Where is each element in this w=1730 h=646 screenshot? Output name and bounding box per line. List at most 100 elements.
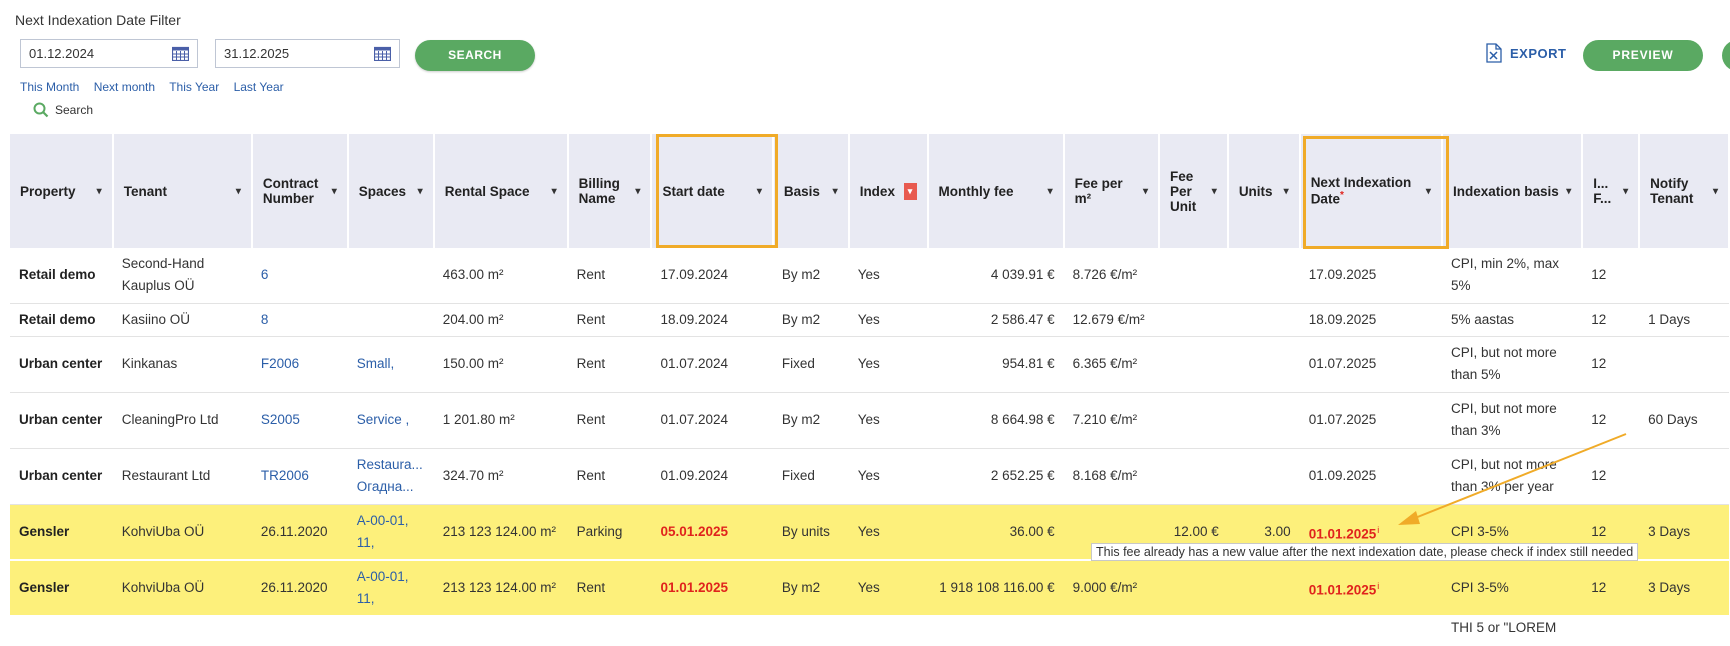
table-row-highlighted[interactable]: Gensler KohviUba OÜ 26.11.2020 A-00-01, … bbox=[10, 560, 1729, 617]
col-header-index[interactable]: Index ▾ bbox=[848, 134, 929, 248]
cell-contract-link[interactable]: F2006 bbox=[251, 336, 348, 393]
chevron-down-icon[interactable]: ▾ bbox=[1425, 185, 1431, 197]
cell-property: Retail demo bbox=[10, 303, 113, 337]
col-header-contract-number[interactable]: Contract Number ▾ bbox=[251, 134, 349, 248]
cell-notify bbox=[1639, 248, 1729, 304]
col-header-next-indexation-date[interactable]: Next Indexation Date* ▾ bbox=[1299, 134, 1443, 248]
col-header-i-f[interactable]: I... F... ▾ bbox=[1582, 134, 1641, 248]
link-last-year[interactable]: Last Year bbox=[233, 80, 284, 94]
col-header-billing-name[interactable]: Billing Name ▾ bbox=[567, 134, 653, 248]
chevron-down-icon[interactable]: ▾ bbox=[331, 185, 337, 197]
cell-next-indexation: 01.07.2025 bbox=[1299, 336, 1442, 393]
cell-basis: By units bbox=[772, 504, 849, 561]
cell-contract-link[interactable]: 8 bbox=[251, 303, 348, 337]
col-header-rental-space[interactable]: Rental Space ▾ bbox=[433, 134, 569, 248]
cell-monthly-fee: 36.00 € bbox=[927, 504, 1064, 561]
date-from-input[interactable]: 01.12.2024 bbox=[20, 39, 198, 68]
cell-rental-space: 213 123 124.00 m² bbox=[433, 504, 568, 561]
info-icon[interactable]: i bbox=[1377, 580, 1380, 591]
chevron-down-icon[interactable]: ▾ bbox=[635, 185, 641, 197]
chevron-down-icon[interactable]: ▾ bbox=[1142, 185, 1149, 197]
chevron-down-icon[interactable]: ▾ bbox=[96, 185, 102, 197]
cell-spaces[interactable] bbox=[347, 303, 434, 337]
chevron-down-icon[interactable]: ▾ bbox=[903, 182, 917, 200]
cell-basis: Fixed bbox=[772, 448, 849, 505]
cell-spaces[interactable] bbox=[347, 248, 434, 304]
col-header-spaces[interactable]: Spaces ▾ bbox=[347, 134, 435, 248]
col-header-tenant[interactable]: Tenant ▾ bbox=[112, 134, 253, 248]
cell-spaces[interactable]: Small, bbox=[347, 336, 434, 393]
table-row[interactable]: Urban center CleaningPro Ltd S2005 Servi… bbox=[10, 392, 1729, 449]
cell-fee-m2: 7.210 €/m² bbox=[1063, 392, 1160, 449]
col-header-fee-per-m2[interactable]: Fee per m² ▾ bbox=[1063, 134, 1161, 248]
table-row[interactable]: Retail demo Kasiino OÜ 8 204.00 m² Rent … bbox=[10, 303, 1729, 337]
cell-next-indexation: 01.07.2025 bbox=[1299, 392, 1442, 449]
preview-button[interactable]: PREVIEW bbox=[1583, 40, 1703, 71]
cell-if: 12 bbox=[1582, 303, 1640, 337]
cell-basis: Fixed bbox=[772, 336, 849, 393]
cell-indexation-basis: CPI, but not more than 5% bbox=[1441, 336, 1583, 393]
link-next-month[interactable]: Next month bbox=[93, 80, 156, 94]
col-header-basis[interactable]: Basis ▾ bbox=[772, 134, 850, 248]
cell-spaces[interactable]: A-00-01, 11, bbox=[347, 504, 434, 561]
chevron-down-icon[interactable]: ▾ bbox=[1566, 185, 1572, 197]
indexation-table: Property ▾ Tenant ▾ Contract Number ▾ Space… bbox=[10, 134, 1730, 646]
cell-rental-space: 204.00 m² bbox=[433, 303, 568, 337]
search-button[interactable]: SEARCH bbox=[415, 40, 535, 71]
cell-spaces[interactable]: Restaura... Огадна... bbox=[347, 448, 434, 505]
chevron-down-icon[interactable]: ▾ bbox=[1047, 185, 1053, 197]
col-header-notify-tenant[interactable]: Notify Tenant ▾ bbox=[1639, 134, 1730, 248]
cell-index: Yes bbox=[848, 392, 928, 449]
next-indexation-value: 01.01.2025 bbox=[1308, 526, 1377, 541]
chevron-down-icon[interactable]: ▾ bbox=[832, 185, 838, 197]
cell-spaces[interactable]: A-00-01, 11, bbox=[347, 560, 434, 617]
cell-units bbox=[1227, 392, 1300, 449]
export-button[interactable]: EXPORT bbox=[1486, 43, 1566, 63]
cell-notify: 60 Days bbox=[1639, 392, 1729, 449]
chevron-down-icon[interactable]: ▾ bbox=[1623, 185, 1629, 197]
chevron-down-icon[interactable]: ▾ bbox=[1712, 185, 1718, 197]
info-icon[interactable]: i bbox=[1377, 524, 1380, 535]
cell-contract-link[interactable]: S2005 bbox=[251, 392, 348, 449]
calendar-icon[interactable] bbox=[172, 46, 189, 61]
cell-contract-link[interactable]: 6 bbox=[251, 248, 348, 304]
extra-action-button[interactable] bbox=[1722, 40, 1730, 71]
cell-if: 12 bbox=[1582, 248, 1640, 304]
col-header-fee-per-unit[interactable]: Fee Per Unit ▾ bbox=[1159, 134, 1229, 248]
cell-rental-space: 213 123 124.00 m² bbox=[433, 560, 568, 617]
chevron-down-icon[interactable]: ▾ bbox=[1211, 185, 1217, 197]
cell-monthly-fee: 2 652.25 € bbox=[927, 448, 1064, 505]
cell-spaces[interactable]: Service , bbox=[347, 392, 434, 449]
cell-fee-unit bbox=[1159, 336, 1228, 393]
cell-tenant: CleaningPro Ltd bbox=[112, 392, 252, 449]
cell-billing: Parking bbox=[567, 504, 652, 561]
cell-fee-unit bbox=[1159, 303, 1228, 337]
chevron-down-icon[interactable]: ▾ bbox=[235, 185, 241, 197]
link-this-month[interactable]: This Month bbox=[20, 80, 80, 94]
date-to-input[interactable]: 31.12.2025 bbox=[215, 39, 400, 68]
table-row[interactable]: Retail demo Second-Hand Kauplus OÜ 6 463… bbox=[10, 248, 1729, 304]
cell-if: 12 bbox=[1582, 560, 1640, 617]
col-header-indexation-basis[interactable]: Indexation basis ▾ bbox=[1441, 134, 1584, 248]
col-header-start-date[interactable]: Start date ▾ bbox=[651, 134, 774, 248]
search-link[interactable]: Search bbox=[33, 102, 93, 118]
table-row[interactable]: Urban center Kinkanas F2006 Small, 150.0… bbox=[10, 336, 1729, 393]
chevron-down-icon[interactable]: ▾ bbox=[1283, 185, 1289, 197]
cell-contract-link[interactable]: TR2006 bbox=[251, 448, 348, 505]
chevron-down-icon[interactable]: ▾ bbox=[551, 185, 557, 197]
col-header-units[interactable]: Units ▾ bbox=[1227, 134, 1301, 248]
chevron-down-icon[interactable]: ▾ bbox=[756, 185, 762, 197]
calendar-icon[interactable] bbox=[374, 46, 391, 61]
cell-notify bbox=[1639, 448, 1729, 505]
date-from-value: 01.12.2024 bbox=[29, 46, 95, 61]
date-to-value: 31.12.2025 bbox=[224, 46, 290, 61]
link-this-year[interactable]: This Year bbox=[169, 80, 220, 94]
chevron-down-icon[interactable]: ▾ bbox=[417, 185, 423, 197]
table-row[interactable]: Urban center Restaurant Ltd TR2006 Resta… bbox=[10, 448, 1729, 505]
table-row-partial[interactable]: THI 5 or "LOREM bbox=[10, 616, 1729, 646]
col-header-property[interactable]: Property ▾ bbox=[10, 134, 114, 248]
cell-units bbox=[1227, 336, 1300, 393]
filter-title: Next Indexation Date Filter bbox=[15, 12, 181, 28]
col-header-monthly-fee[interactable]: Monthly fee ▾ bbox=[927, 134, 1065, 248]
cell-tenant: Kasiino OÜ bbox=[112, 303, 252, 337]
